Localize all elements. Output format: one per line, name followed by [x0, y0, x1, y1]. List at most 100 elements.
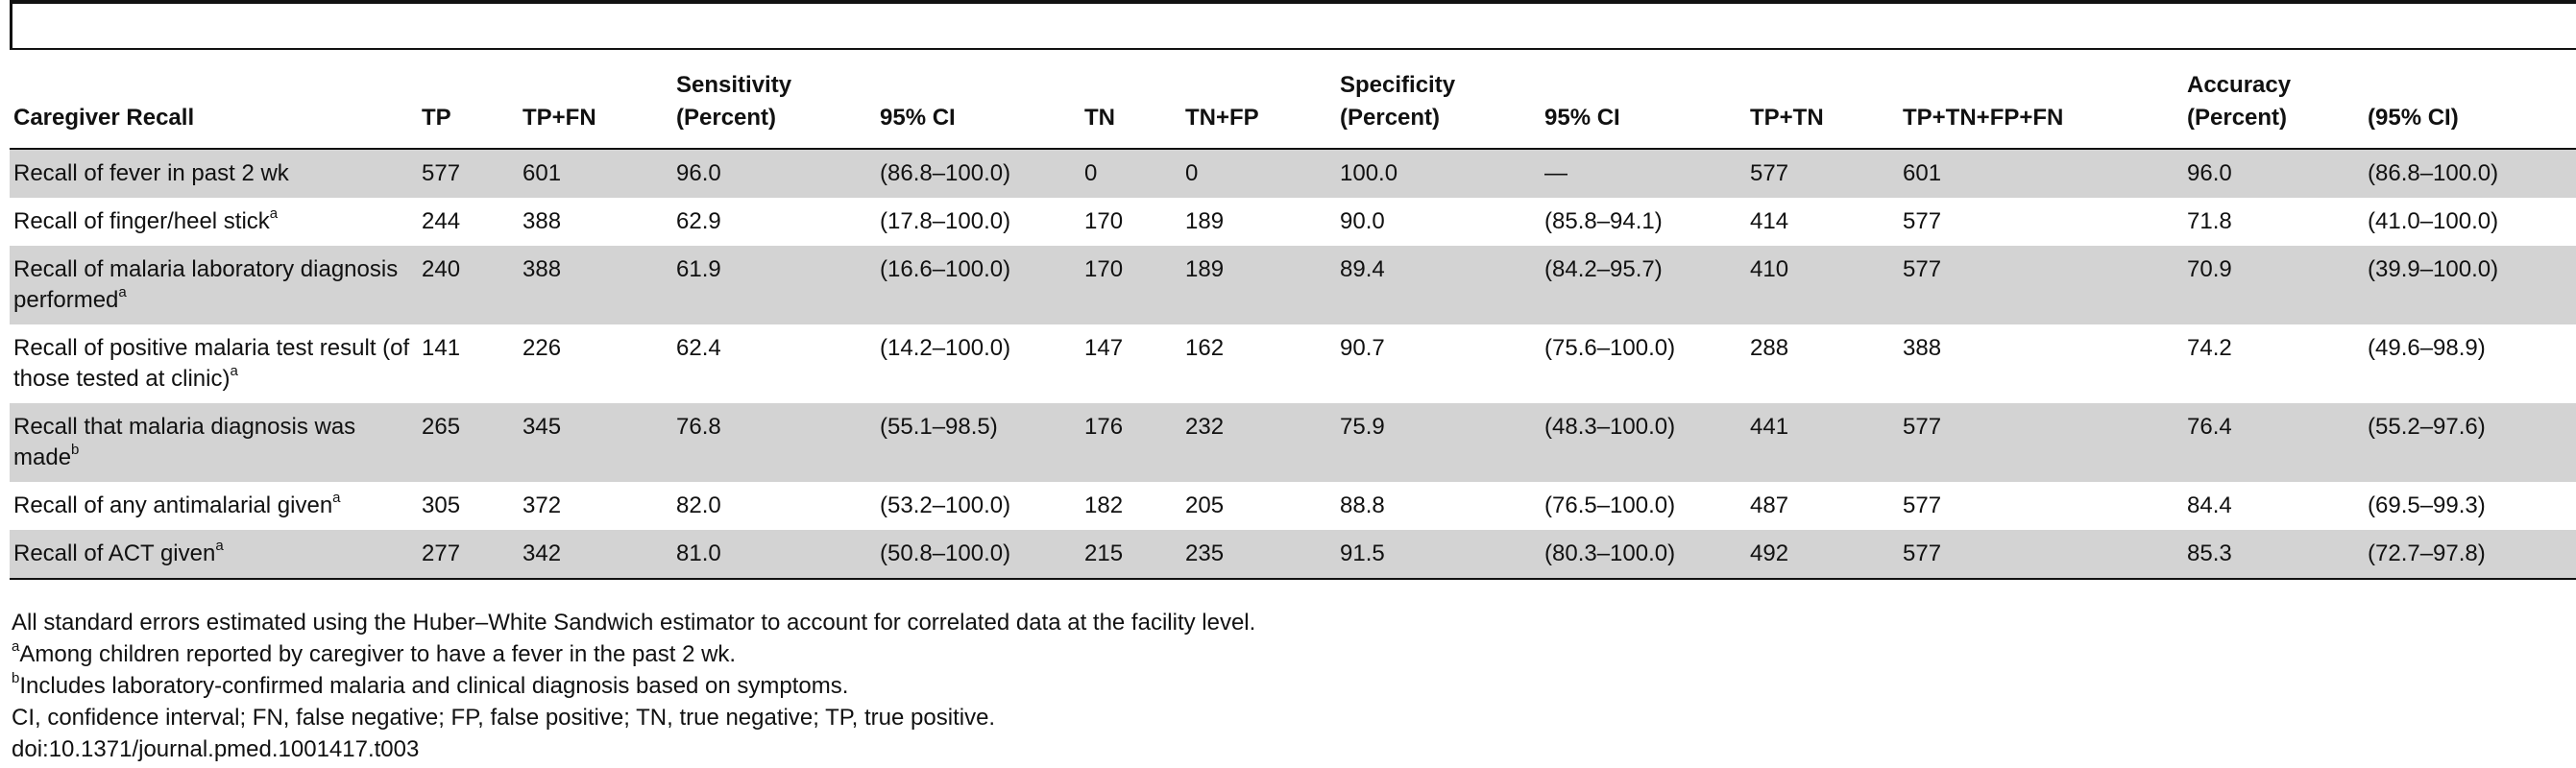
cell-accuracy: 85.3 [2183, 530, 2364, 580]
cell-tn-fp: 0 [1181, 149, 1336, 198]
cell-tn: 176 [1081, 403, 1181, 482]
header-tp-fn: TP+FN [519, 65, 672, 150]
cell-tn-fp: 235 [1181, 530, 1336, 580]
cell-accuracy-ci: (72.7–97.8) [2364, 530, 2576, 580]
cell-sensitivity-ci: (86.8–100.0) [876, 149, 1081, 198]
cell-accuracy: 96.0 [2183, 149, 2364, 198]
footnote-a: aAmong children reported by caregiver to… [12, 638, 1255, 670]
row-footnote-marker: a [215, 538, 224, 554]
header-sensitivity-ci: 95% CI [876, 65, 1081, 150]
cell-sensitivity-ci: (50.8–100.0) [876, 530, 1081, 580]
cell-specificity-ci: (80.3–100.0) [1541, 530, 1746, 580]
cell-tp-fn: 345 [519, 403, 672, 482]
header-tp: TP [418, 65, 519, 150]
cell-accuracy-ci: (69.5–99.3) [2368, 492, 2486, 518]
cell-tn: 170 [1081, 246, 1181, 324]
title-separator-rule [10, 48, 2576, 50]
cell-tp: 240 [418, 246, 519, 324]
footnote-b-marker: b [12, 670, 20, 686]
row-label-cell: Recall of positive malaria test result (… [10, 324, 418, 403]
cell-sensitivity-ci: (53.2–100.0) [880, 492, 1011, 518]
cell-tp-fn: 226 [522, 335, 562, 361]
table-row: Recall of fever in past 2 wk 577 601 96.0 (8… [10, 149, 2576, 198]
cell-tn-fp: 205 [1185, 492, 1225, 518]
cell-total: 577 [1899, 246, 2183, 324]
table-row: Recall of positive malaria test result (… [10, 324, 2576, 403]
cell-sensitivity-ci: (16.6–100.0) [876, 246, 1081, 324]
cell-tp-tn: 577 [1746, 149, 1899, 198]
cell-specificity: 90.0 [1340, 208, 1385, 234]
cell-sensitivity: 81.0 [672, 530, 876, 580]
row-label-cell: Recall of fever in past 2 wk [10, 149, 418, 198]
cell-specificity: 88.8 [1340, 492, 1385, 518]
row-footnote-marker: a [118, 284, 127, 300]
cell-tp-tn: 410 [1746, 246, 1899, 324]
table-header-row: Caregiver Recall TP TP+FN Sensitivity (P… [10, 65, 2576, 150]
cell-tn-fp: 189 [1181, 246, 1336, 324]
cell-sensitivity: 96.0 [672, 149, 876, 198]
header-specificity: Specificity (Percent) [1336, 65, 1541, 150]
cell-tn: 0 [1081, 149, 1181, 198]
table-footnotes: All standard errors estimated using the … [12, 607, 1255, 765]
cell-accuracy: 70.9 [2183, 246, 2364, 324]
cell-total: 388 [1903, 335, 1942, 361]
header-tp-tn: TP+TN [1746, 65, 1899, 150]
row-label: Recall of fever in past 2 wk [13, 160, 289, 186]
table-row: Recall of finger/heel sticka 244 388 62.9 (1… [10, 198, 2576, 246]
cell-total: 577 [1903, 492, 1942, 518]
footnote-standard-errors: All standard errors estimated using the … [12, 610, 1256, 636]
footnote-a-text: Among children reported by caregiver to … [19, 641, 737, 667]
cell-tp: 244 [422, 208, 461, 234]
cell-specificity: 89.4 [1336, 246, 1541, 324]
cell-tp: 277 [418, 530, 519, 580]
cell-tp: 265 [418, 403, 519, 482]
cell-total: 601 [1899, 149, 2183, 198]
cell-sensitivity: 76.8 [672, 403, 876, 482]
cell-tp-fn: 388 [519, 246, 672, 324]
cell-specificity: 75.9 [1336, 403, 1541, 482]
row-label-cell: Recall of malaria laboratory diagnosis p… [10, 246, 418, 324]
cell-tn-fp: 232 [1181, 403, 1336, 482]
recall-accuracy-table: Caregiver Recall TP TP+FN Sensitivity (P… [10, 65, 2576, 580]
row-label-cell: Recall of ACT givena [10, 530, 418, 580]
cell-tn-fp: 162 [1185, 335, 1225, 361]
cell-tn-fp: 189 [1185, 208, 1225, 234]
row-footnote-marker: a [269, 205, 279, 222]
footnote-b: bIncludes laboratory-confirmed malaria a… [12, 670, 1255, 702]
row-label-cell: Recall of finger/heel sticka [10, 198, 418, 246]
cell-sensitivity-ci: (17.8–100.0) [880, 208, 1011, 234]
cell-sensitivity-ci: (55.1–98.5) [876, 403, 1081, 482]
header-tn: TN [1081, 65, 1181, 150]
cell-total: 577 [1903, 208, 1942, 234]
cell-accuracy: 76.4 [2183, 403, 2364, 482]
row-label: Recall that malaria diagnosis was made [13, 414, 356, 470]
cell-tp-tn: 414 [1750, 208, 1789, 234]
top-border-rule [10, 0, 2576, 4]
cell-specificity-ci: (75.6–100.0) [1544, 335, 1676, 361]
header-accuracy: Accuracy (Percent) [2183, 65, 2364, 150]
cell-specificity-ci: — [1541, 149, 1746, 198]
cell-specificity-ci: (76.5–100.0) [1544, 492, 1676, 518]
header-tn-fp: TN+FP [1181, 65, 1336, 150]
header-total: TP+TN+FP+FN [1899, 65, 2183, 150]
cell-specificity: 91.5 [1336, 530, 1541, 580]
row-label: Recall of malaria laboratory diagnosis p… [13, 256, 399, 313]
cell-tp-fn: 342 [519, 530, 672, 580]
footnote-abbreviations: CI, confidence interval; FN, false negat… [12, 705, 996, 731]
cell-sensitivity: 62.4 [676, 335, 721, 361]
row-footnote-marker: a [230, 363, 238, 379]
cell-total: 577 [1899, 403, 2183, 482]
row-footnote-marker: a [332, 490, 341, 506]
row-footnote-marker: b [71, 442, 80, 458]
cell-tp: 305 [422, 492, 461, 518]
header-specificity-ci: 95% CI [1541, 65, 1746, 150]
cell-specificity: 90.7 [1340, 335, 1385, 361]
header-sensitivity: Sensitivity (Percent) [672, 65, 876, 150]
table-row: Recall of any antimalarial givena 305 372 8… [10, 482, 2576, 530]
cell-specificity-ci: (85.8–94.1) [1544, 208, 1663, 234]
cell-tp-fn: 601 [519, 149, 672, 198]
cell-accuracy: 84.4 [2187, 492, 2232, 518]
cell-sensitivity: 61.9 [672, 246, 876, 324]
cell-tp-tn: 487 [1750, 492, 1789, 518]
cell-tp: 141 [422, 335, 461, 361]
